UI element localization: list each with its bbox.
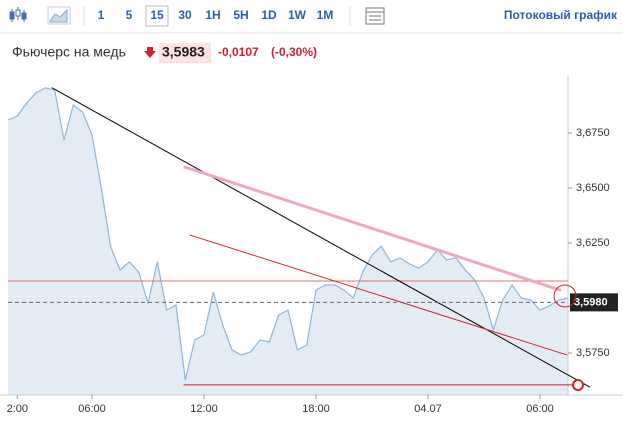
down-arrow <box>144 47 156 58</box>
interval-button[interactable]: 5 <box>126 8 133 22</box>
interval-button[interactable]: 15 <box>150 8 164 22</box>
change: -0,0107 <box>218 45 259 59</box>
toolbar: Потоковый график 1 5 15 30 1H 5H 1D 1W 1M <box>9 5 618 27</box>
y-tick-label: 3,5750 <box>576 347 610 359</box>
y-tick-label: 3,6250 <box>576 237 610 249</box>
y-tick-label: 3,6750 <box>576 127 610 139</box>
interval-button[interactable]: 1W <box>288 8 307 22</box>
interval-button[interactable]: 1M <box>317 8 334 22</box>
last-price-label: 3,5980 <box>574 296 608 308</box>
settings-icon[interactable] <box>365 7 385 25</box>
anchor-ring <box>572 379 584 391</box>
plot: Investing.com3,67503,65003,62503,57502:0… <box>0 75 623 415</box>
trendline <box>183 165 562 292</box>
x-tick-label: 06:00 <box>526 403 554 415</box>
x-tick-label: 18:00 <box>302 403 330 415</box>
area-icon[interactable] <box>47 6 71 25</box>
instrument-title: Фьючерс на медь <box>12 44 126 60</box>
x-tick-label: 06:00 <box>78 403 106 415</box>
quote: 3,5983 <box>162 44 205 60</box>
area-fill <box>8 87 568 396</box>
interval-button[interactable]: 5H <box>233 8 248 22</box>
active-interval-box <box>145 5 169 27</box>
x-tick-label: 12:00 <box>190 403 218 415</box>
last-price-box <box>570 293 618 312</box>
y-tick-label: 3,6500 <box>576 182 610 194</box>
change-pct: (-0,30%) <box>271 45 317 59</box>
stream-link[interactable]: Потоковый график <box>504 8 618 22</box>
quote-bg <box>159 43 211 63</box>
candle-icon[interactable] <box>9 7 27 22</box>
interval-button[interactable]: 30 <box>178 8 192 22</box>
interval-button[interactable]: 1H <box>205 8 220 22</box>
interval-button[interactable]: 1D <box>261 8 277 22</box>
price-line <box>7 87 569 381</box>
interval-button[interactable]: 1 <box>98 8 105 22</box>
x-tick-label: 2:00 <box>7 403 28 415</box>
highlight-circle <box>553 284 577 308</box>
trendline <box>189 234 568 356</box>
x-tick-label: 04.07 <box>414 403 442 415</box>
trendline <box>51 87 591 388</box>
